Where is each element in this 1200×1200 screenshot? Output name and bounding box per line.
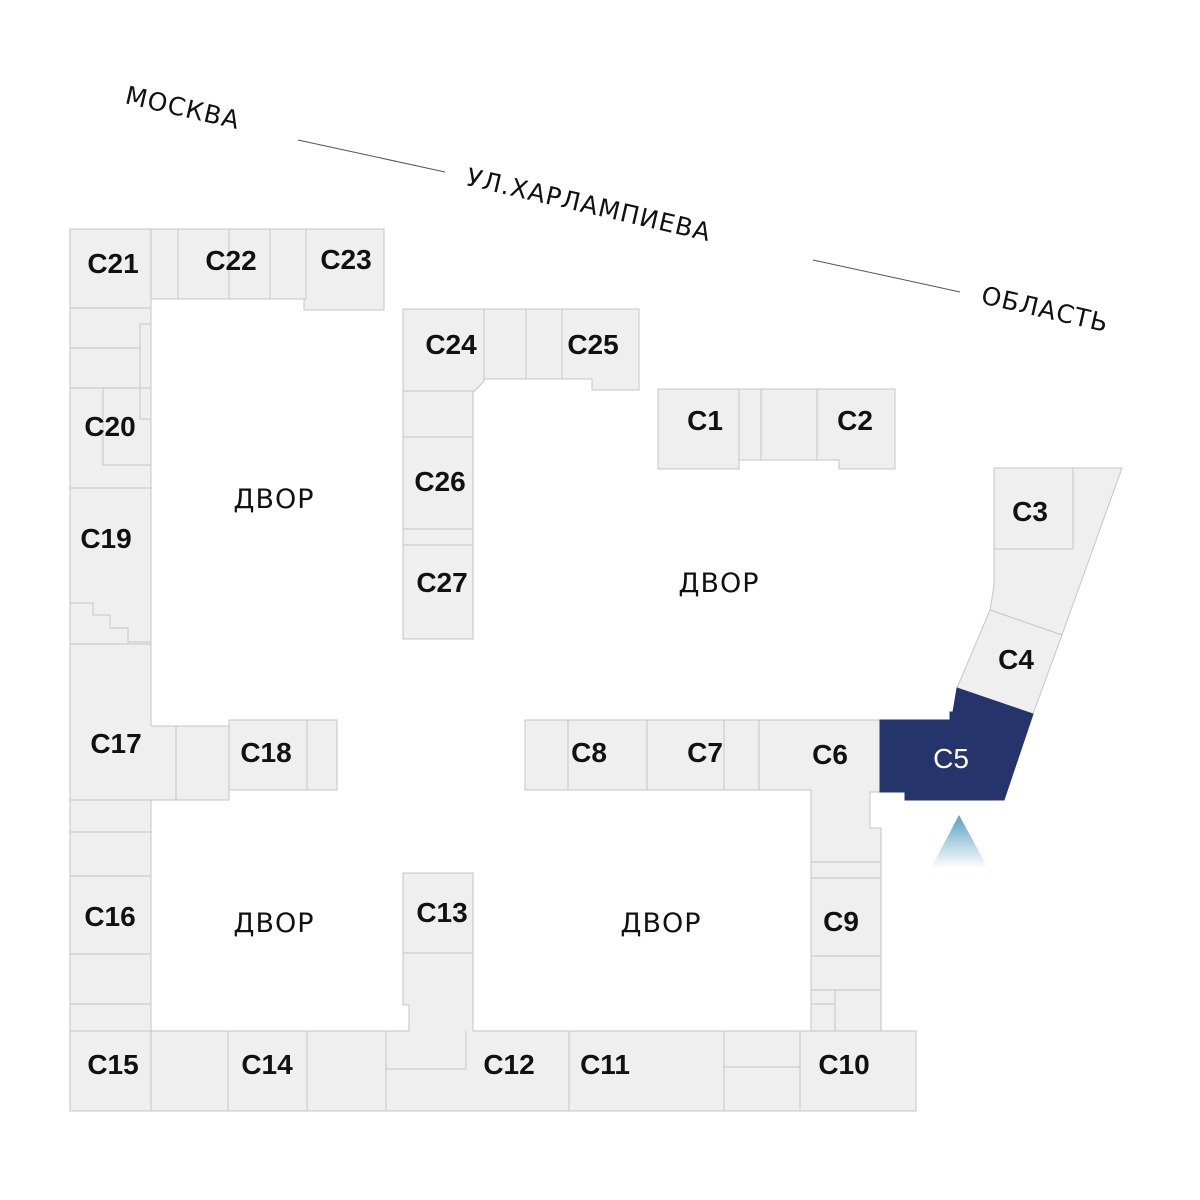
unit-c15[interactable]: C15 [87,1049,138,1080]
unit-c8[interactable]: C8 [571,737,607,768]
street-oblast: ОБЛАСТЬ [979,281,1112,338]
yard-labels: ДВОР ДВОР ДВОР ДВОР [233,484,759,939]
street-kharlampieva: УЛ.ХАРЛАМПИЕВА [464,163,714,248]
unit-c27[interactable]: C27 [416,567,467,598]
unit-c10[interactable]: C10 [818,1049,869,1080]
unit-labels: C1 C2 C3 C4 C5 C6 C7 C8 C9 C10 C11 C12 C… [80,244,1048,1080]
unit-c6[interactable]: C6 [812,739,848,770]
unit-c16[interactable]: C16 [84,901,135,932]
unit-c21[interactable]: C21 [87,248,138,279]
yard-label: ДВОР [620,908,701,939]
unit-c7[interactable]: C7 [687,737,723,768]
unit-c4[interactable]: C4 [998,644,1034,675]
yard-label: ДВОР [678,568,759,599]
unit-c25[interactable]: C25 [567,329,618,360]
street-line [812,259,961,293]
entrance-arrow-icon [931,815,988,868]
unit-c18[interactable]: C18 [240,737,291,768]
unit-c12[interactable]: C12 [483,1049,534,1080]
street-line [297,139,446,173]
unit-c19[interactable]: C19 [80,523,131,554]
unit-c26[interactable]: C26 [414,466,465,497]
unit-c3[interactable]: C3 [1012,496,1048,527]
street-moscow: МОСКВА [123,81,243,136]
unit-c2[interactable]: C2 [837,405,873,436]
unit-c20[interactable]: C20 [84,411,135,442]
unit-c5[interactable]: C5 [933,743,969,774]
yard-label: ДВОР [233,484,314,515]
unit-c24[interactable]: C24 [425,329,477,360]
building-cells [69,228,1123,1112]
unit-c17[interactable]: C17 [90,728,141,759]
unit-c23[interactable]: C23 [320,244,371,275]
unit-c9[interactable]: C9 [823,906,859,937]
unit-c13[interactable]: C13 [416,897,467,928]
unit-c22[interactable]: C22 [205,245,256,276]
unit-c14[interactable]: C14 [241,1049,293,1080]
unit-c5-selected[interactable] [879,687,1034,801]
yard-label: ДВОР [233,908,314,939]
unit-c1[interactable]: C1 [687,405,723,436]
unit-c11[interactable]: C11 [580,1049,630,1080]
